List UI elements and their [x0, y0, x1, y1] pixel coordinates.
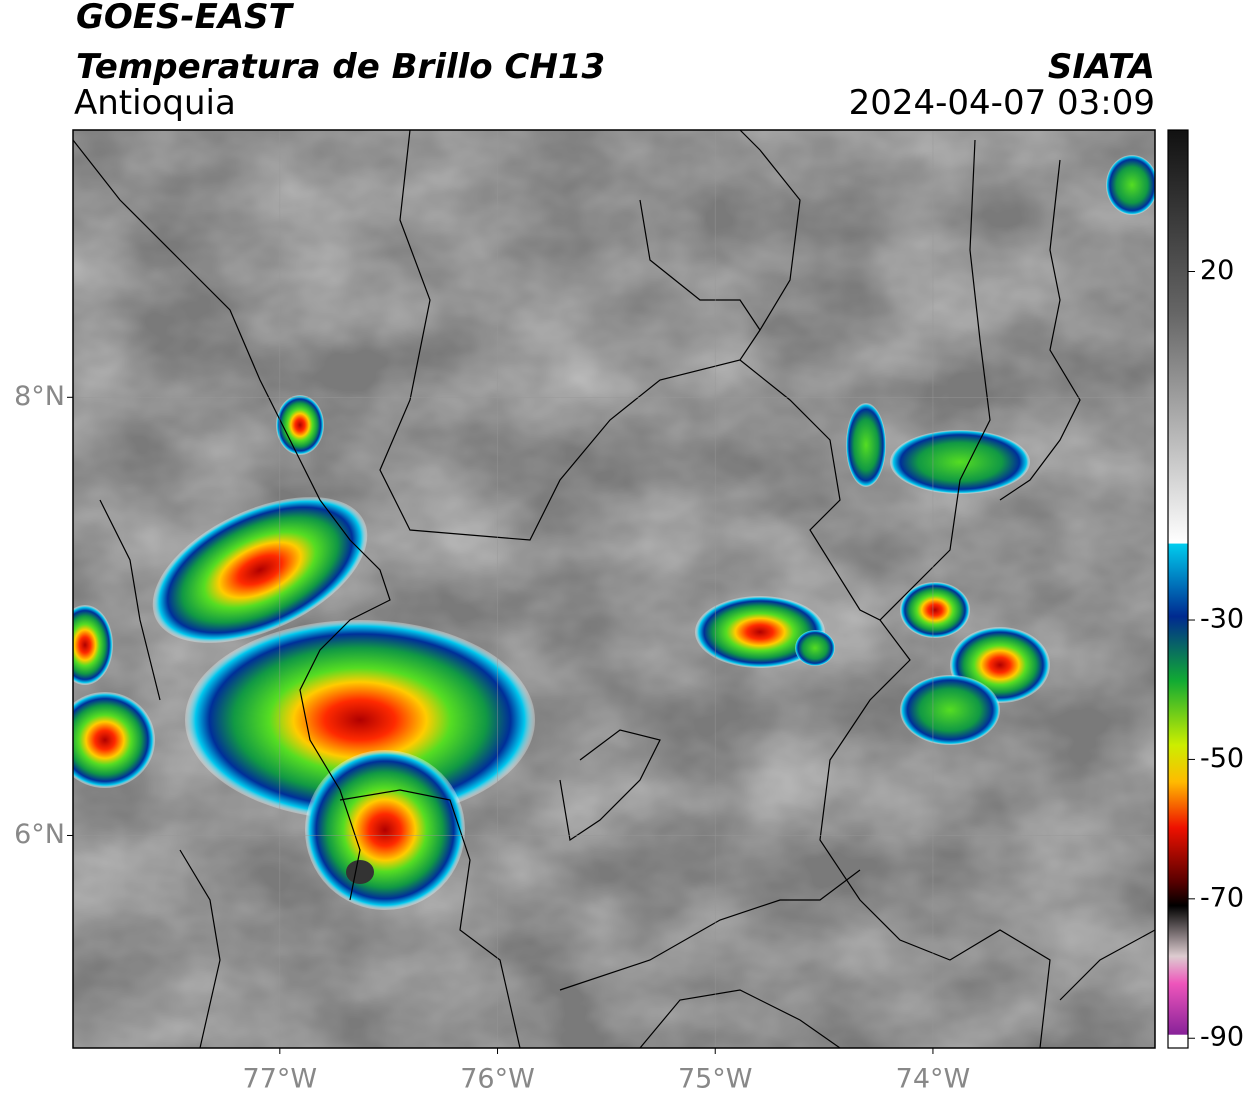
- colorbar-tick-label: -70: [1200, 882, 1244, 913]
- colorbar-tick-label: -90: [1200, 1022, 1244, 1053]
- x-tick-label: 77°W: [243, 1064, 318, 1095]
- x-tick-label: 75°W: [678, 1064, 753, 1095]
- storm-cells: [73, 155, 1155, 910]
- subtitle: Temperatura de Brillo CH13: [76, 47, 605, 87]
- borders: [73, 130, 1155, 1048]
- source: SIATA: [1048, 47, 1155, 87]
- storm-cell: [795, 630, 835, 666]
- region: Antioquia: [74, 83, 236, 123]
- storm-cell: [152, 497, 368, 643]
- grid: [73, 130, 1155, 1048]
- storm-cell: [305, 750, 465, 910]
- x-tick-label: 74°W: [896, 1064, 971, 1095]
- map-frame: [72, 129, 1156, 1049]
- y-tick-label: 6°N: [14, 819, 65, 850]
- title: GOES-EAST: [76, 0, 295, 37]
- storm-cell: [1106, 155, 1155, 215]
- storm-cell: [73, 605, 113, 685]
- storm-cell: [73, 692, 155, 788]
- storm-cell: [900, 675, 1000, 745]
- storm-cell: [185, 620, 535, 820]
- colorbar-tick-label: -50: [1200, 743, 1244, 774]
- colorbar: [1167, 129, 1189, 1049]
- datetime: 2024-04-07 03:09: [849, 83, 1155, 123]
- storm-cell: [276, 395, 324, 455]
- colorbar-tick-label: 20: [1200, 255, 1234, 286]
- colorbar-tick-label: -30: [1200, 604, 1244, 635]
- storm-cell: [846, 403, 886, 487]
- storm-cell: [890, 430, 1030, 494]
- cold-core: [346, 860, 374, 884]
- storm-cell: [695, 596, 825, 668]
- y-tick-label: 8°N: [14, 381, 65, 412]
- storm-cell: [900, 582, 970, 638]
- x-tick-label: 76°W: [460, 1064, 535, 1095]
- map-area: [73, 130, 1155, 1048]
